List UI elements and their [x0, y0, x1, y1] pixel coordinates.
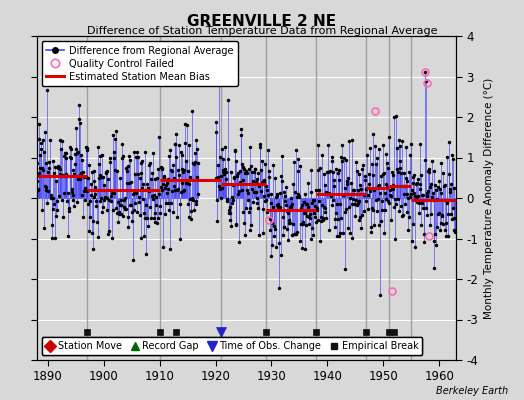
Legend: Station Move, Record Gap, Time of Obs. Change, Empirical Break: Station Move, Record Gap, Time of Obs. C… [41, 337, 422, 355]
Text: Difference of Station Temperature Data from Regional Average: Difference of Station Temperature Data f… [87, 26, 437, 36]
Y-axis label: Monthly Temperature Anomaly Difference (°C): Monthly Temperature Anomaly Difference (… [484, 77, 494, 319]
Text: GREENVILLE 2 NE: GREENVILLE 2 NE [188, 14, 336, 29]
Text: Berkeley Earth: Berkeley Earth [436, 386, 508, 396]
